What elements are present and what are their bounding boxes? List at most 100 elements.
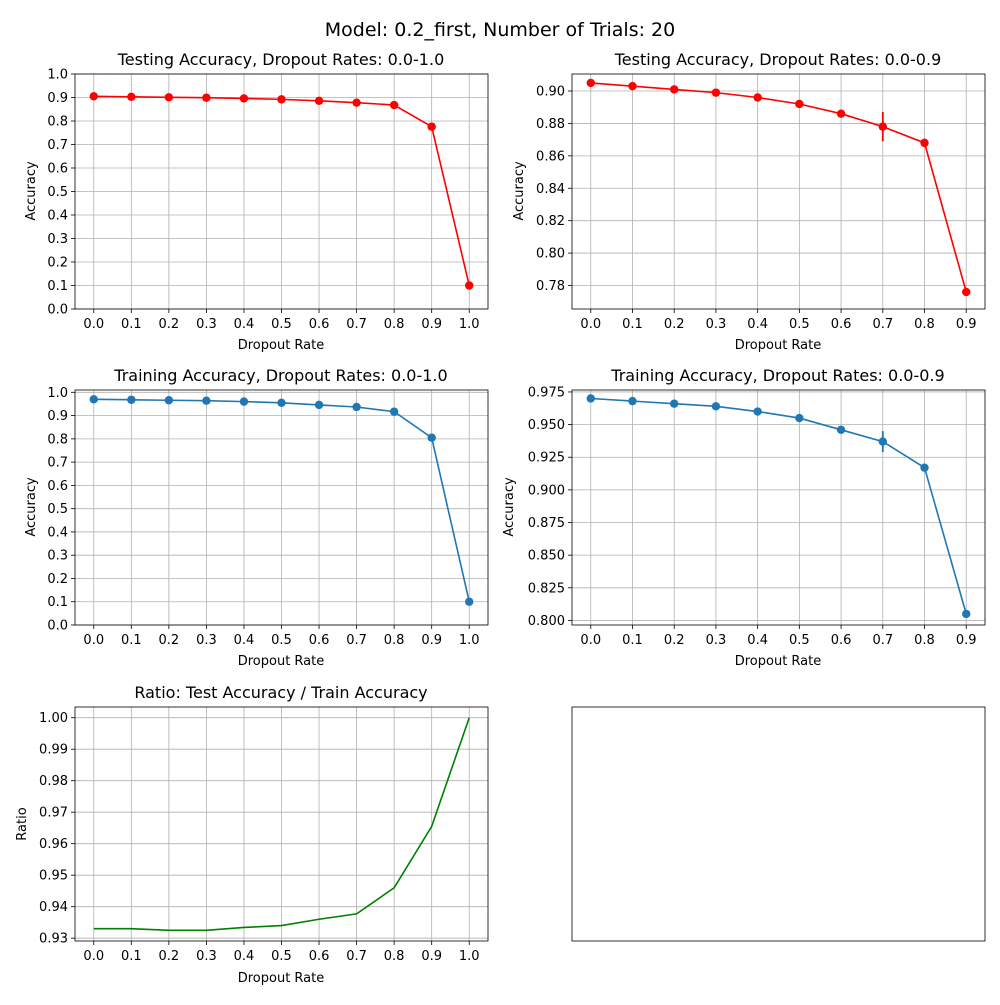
y-tick-label: 1.0 [47, 386, 68, 401]
data-point [352, 402, 361, 412]
x-tick-label: 0.0 [83, 949, 104, 964]
y-tick-label: 0.1 [47, 595, 68, 610]
y-tick-label: 0.850 [528, 549, 565, 564]
plot-frame [74, 706, 489, 942]
y-tick-label: 0.0 [47, 303, 68, 318]
x-tick-label: 0.8 [384, 317, 405, 332]
x-tick-label: 0.4 [234, 949, 255, 964]
x-tick-label: 0.3 [196, 633, 217, 648]
y-tick-label: 0.8 [47, 115, 68, 130]
y-tick-label: 0.94 [39, 900, 68, 915]
x-tick-label: 0.7 [346, 633, 367, 648]
y-tick-label: 0.4 [47, 525, 68, 540]
x-tick-label: 0.9 [956, 317, 977, 332]
x-tick-label: 0.0 [83, 317, 104, 332]
y-axis-label: Ratio [15, 807, 30, 840]
y-tick-label: 0.82 [536, 214, 565, 229]
data-point [239, 94, 249, 103]
data-point [962, 609, 971, 619]
x-tick-label: 0.4 [234, 633, 255, 648]
y-tick-label: 0.6 [47, 162, 68, 177]
data-point [753, 407, 762, 416]
data-point [795, 413, 804, 423]
y-tick-label: 0.1 [47, 279, 68, 294]
x-tick-label: 0.6 [831, 317, 852, 332]
x-tick-label: 0.3 [706, 633, 727, 648]
data-point [164, 396, 174, 405]
data-point [239, 397, 249, 406]
y-tick-label: 0.7 [47, 456, 68, 471]
panel-title: Ratio: Test Accuracy / Train Accuracy [134, 683, 427, 702]
x-tick-label: 0.4 [747, 633, 768, 648]
panel-testing-accuracy-partial: Testing Accuracy, Dropout Rates: 0.0-0.9… [512, 50, 986, 353]
x-axis-label: Dropout Rate [735, 654, 822, 669]
series-line [93, 717, 470, 932]
empty-panel [571, 706, 986, 942]
data-point [878, 122, 887, 131]
y-tick-label: 0.78 [536, 279, 565, 294]
data-point [670, 85, 679, 94]
y-tick-label: 0.2 [47, 256, 68, 271]
panel-testing-accuracy-full: Testing Accuracy, Dropout Rates: 0.0-1.0… [24, 50, 489, 353]
y-tick-label: 0.97 [39, 806, 68, 821]
data-point [389, 407, 399, 416]
panel-title: Training Accuracy, Dropout Rates: 0.0-1.… [113, 366, 447, 385]
data-point [795, 99, 804, 109]
y-tick-label: 1.00 [39, 711, 68, 726]
x-axis-label: Dropout Rate [238, 971, 325, 986]
y-tick-label: 0.99 [39, 743, 68, 758]
x-tick-label: 0.0 [83, 633, 104, 648]
x-tick-label: 0.3 [196, 317, 217, 332]
x-tick-label: 0.9 [421, 317, 442, 332]
data-point [465, 597, 474, 606]
y-axis-label: Accuracy [512, 161, 527, 221]
plot-frame [571, 389, 986, 626]
x-tick-label: 0.7 [872, 633, 893, 648]
x-tick-label: 0.9 [421, 633, 442, 648]
data-point [711, 402, 721, 411]
x-tick-label: 0.7 [872, 317, 893, 332]
y-tick-label: 0.800 [528, 614, 565, 629]
data-point [586, 394, 595, 403]
y-tick-label: 0.925 [528, 451, 565, 466]
data-point [753, 93, 762, 102]
x-tick-label: 1.0 [459, 633, 480, 648]
y-tick-label: 0.825 [528, 581, 565, 596]
x-tick-label: 1.0 [459, 949, 480, 964]
data-point [202, 396, 211, 405]
plot-frame [571, 73, 986, 310]
x-tick-label: 0.5 [271, 633, 292, 648]
panel-title: Training Accuracy, Dropout Rates: 0.0-0.… [610, 366, 944, 385]
x-tick-label: 0.7 [346, 949, 367, 964]
y-tick-label: 0.3 [47, 232, 68, 247]
x-tick-label: 0.8 [914, 633, 935, 648]
y-tick-label: 0.5 [47, 502, 68, 517]
x-tick-label: 0.5 [789, 633, 810, 648]
x-tick-label: 0.1 [622, 317, 643, 332]
y-tick-label: 0.90 [536, 85, 565, 100]
y-tick-label: 0.0 [47, 619, 68, 634]
x-tick-label: 0.5 [271, 949, 292, 964]
data-point [89, 395, 98, 404]
panel-title: Testing Accuracy, Dropout Rates: 0.0-0.9 [614, 50, 942, 69]
x-tick-label: 0.9 [956, 633, 977, 648]
data-point [836, 425, 846, 435]
data-point [314, 400, 324, 410]
x-tick-label: 0.2 [664, 633, 685, 648]
panel-training-accuracy-partial: Training Accuracy, Dropout Rates: 0.0-0.… [502, 366, 986, 669]
data-point [277, 95, 286, 104]
data-point [277, 398, 286, 407]
x-tick-label: 0.8 [384, 633, 405, 648]
data-point [89, 92, 98, 101]
series-line [590, 397, 967, 615]
y-tick-label: 0.84 [536, 182, 565, 197]
y-tick-label: 0.86 [536, 149, 565, 164]
y-tick-label: 1.0 [47, 68, 68, 83]
figure-title: Model: 0.2_first, Number of Trials: 20 [325, 19, 675, 41]
data-point [427, 122, 436, 131]
data-point [920, 138, 929, 148]
x-tick-label: 0.3 [706, 317, 727, 332]
y-tick-label: 0.9 [47, 409, 68, 424]
y-tick-label: 0.975 [528, 385, 565, 400]
y-tick-label: 0.5 [47, 185, 68, 200]
